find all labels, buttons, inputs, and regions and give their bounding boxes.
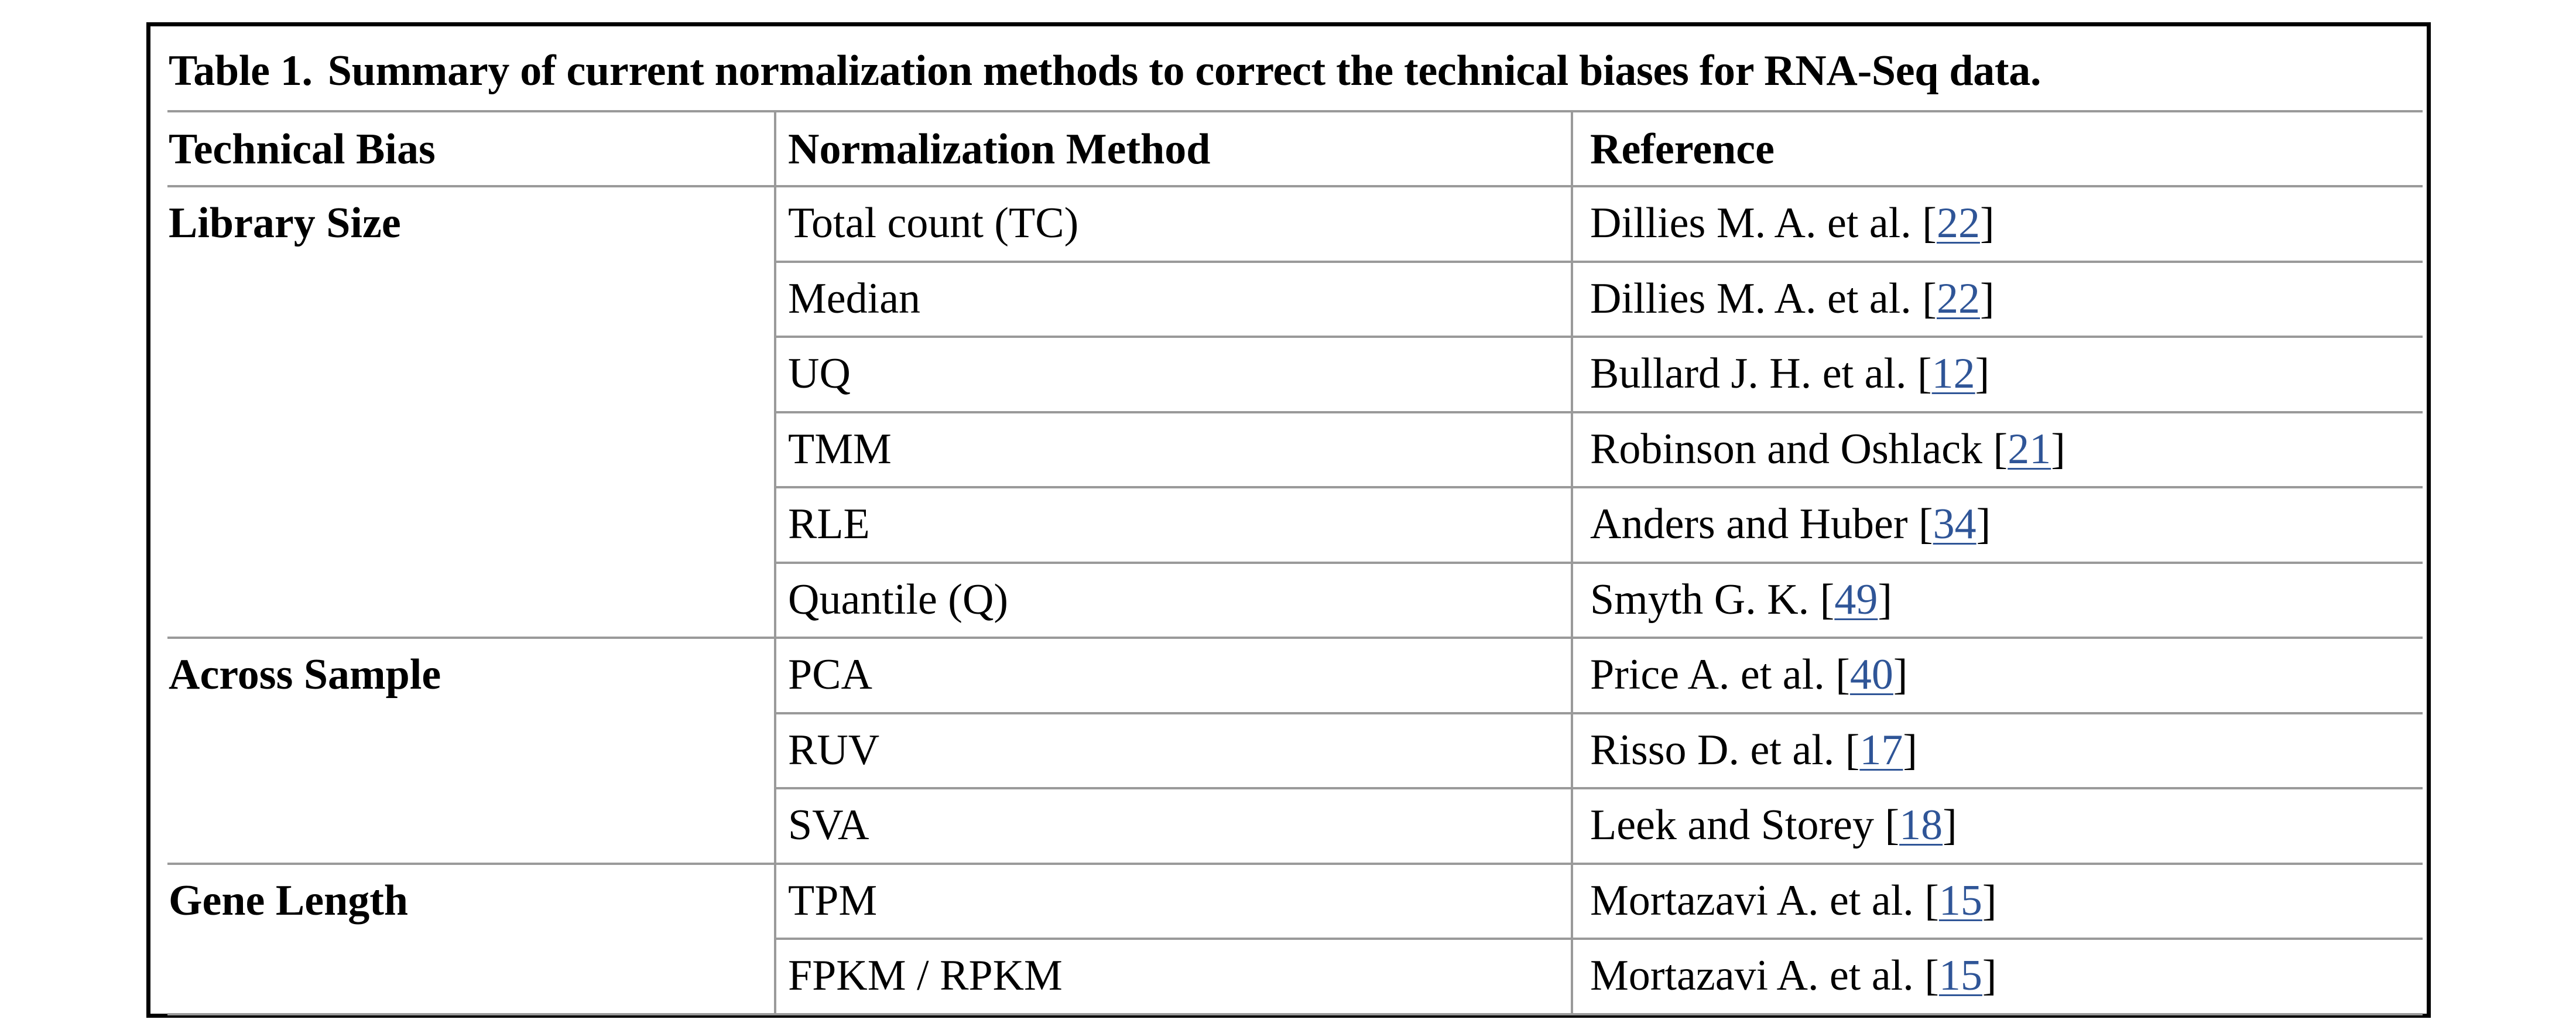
citation-link[interactable]: 22 xyxy=(1936,274,1980,323)
reference-text: Risso D. et al. xyxy=(1590,726,1835,774)
reference-text: Mortazavi A. et al. xyxy=(1590,876,1914,925)
row-divider xyxy=(774,561,2423,564)
column-divider-method xyxy=(774,110,776,1015)
technical-bias-label: Library Size xyxy=(169,199,401,247)
method-cell: FPKM / RPKM xyxy=(788,952,1063,1000)
row-divider xyxy=(774,486,2423,488)
method-cell: SVA xyxy=(788,801,869,849)
row-divider xyxy=(167,1013,2423,1015)
method-cell: UQ xyxy=(788,350,851,398)
reference-text: Anders and Huber xyxy=(1590,500,1908,548)
table-caption-text: Summary of current normalization methods… xyxy=(327,47,2041,95)
row-divider xyxy=(774,411,2423,413)
citation-link[interactable]: 15 xyxy=(1938,952,1982,1000)
reference-text: Smyth G. K. xyxy=(1590,575,1810,624)
header-reference: Reference xyxy=(1590,125,1775,173)
reference-cell: Robinson and Oshlack [21] xyxy=(1590,425,2065,473)
reference-text: Robinson and Oshlack xyxy=(1590,425,1983,473)
citation-link[interactable]: 34 xyxy=(1933,500,1976,548)
reference-cell: Dillies M. A. et al. [22] xyxy=(1590,199,1995,247)
reference-cell: Dillies M. A. et al. [22] xyxy=(1590,274,1995,323)
reference-text: Leek and Storey xyxy=(1590,801,1874,849)
method-cell: Total count (TC) xyxy=(788,199,1079,247)
reference-cell: Anders and Huber [34] xyxy=(1590,500,1991,548)
method-cell: PCA xyxy=(788,651,872,699)
row-divider xyxy=(774,787,2423,789)
citation-link[interactable]: 40 xyxy=(1849,651,1893,699)
technical-bias-label: Across Sample xyxy=(169,651,441,699)
row-divider xyxy=(167,637,2423,639)
row-divider xyxy=(167,185,2423,187)
reference-cell: Smyth G. K. [49] xyxy=(1590,575,1892,624)
method-cell: TMM xyxy=(788,425,892,473)
table-caption: Table 1. Summary of current normalization… xyxy=(169,39,2041,103)
row-divider xyxy=(774,938,2423,940)
reference-cell: Mortazavi A. et al. [15] xyxy=(1590,952,1997,1000)
row-divider xyxy=(167,862,2423,865)
reference-cell: Price A. et al. [40] xyxy=(1590,651,1908,699)
row-divider xyxy=(167,110,2423,112)
citation-link[interactable]: 15 xyxy=(1938,876,1982,925)
citation-link[interactable]: 18 xyxy=(1899,801,1943,849)
reference-cell: Bullard J. H. et al. [12] xyxy=(1590,350,1990,398)
citation-link[interactable]: 21 xyxy=(2008,425,2051,473)
reference-text: Mortazavi A. et al. xyxy=(1590,952,1914,1000)
method-cell: Median xyxy=(788,274,921,323)
reference-text: Dillies M. A. et al. xyxy=(1590,274,1912,323)
header-technical-bias: Technical Bias xyxy=(169,125,436,173)
table-caption-number: Table 1. xyxy=(169,47,313,95)
technical-bias-label: Gene Length xyxy=(169,876,409,925)
reference-text: Price A. et al. xyxy=(1590,651,1825,699)
reference-cell: Mortazavi A. et al. [15] xyxy=(1590,876,1997,925)
header-normalization-method: Normalization Method xyxy=(788,125,1211,173)
reference-cell: Leek and Storey [18] xyxy=(1590,801,1957,849)
reference-cell: Risso D. et al. [17] xyxy=(1590,726,1918,774)
row-divider xyxy=(774,260,2423,263)
citation-link[interactable]: 22 xyxy=(1936,199,1980,247)
citation-link[interactable]: 17 xyxy=(1859,726,1903,774)
method-cell: RLE xyxy=(788,500,870,548)
row-divider xyxy=(774,336,2423,338)
method-cell: Quantile (Q) xyxy=(788,575,1009,624)
method-cell: TPM xyxy=(788,876,878,925)
reference-text: Dillies M. A. et al. xyxy=(1590,199,1912,247)
method-cell: RUV xyxy=(788,726,880,774)
table-frame xyxy=(146,22,2431,1018)
citation-link[interactable]: 49 xyxy=(1834,575,1878,624)
reference-text: Bullard J. H. et al. xyxy=(1590,350,1907,398)
row-divider xyxy=(774,712,2423,714)
column-divider-reference xyxy=(1571,110,1573,1015)
citation-link[interactable]: 12 xyxy=(1931,350,1975,398)
